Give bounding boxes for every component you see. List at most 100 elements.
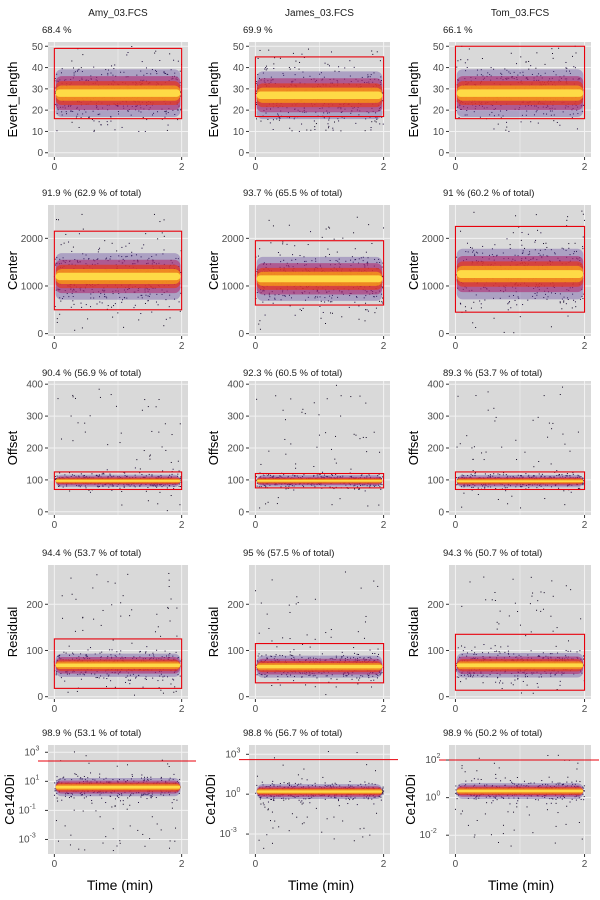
data-point (302, 408, 304, 410)
data-point (352, 261, 354, 263)
data-point (465, 70, 467, 72)
data-point (77, 422, 79, 424)
data-point (97, 486, 99, 488)
data-point (316, 474, 318, 476)
data-point (501, 73, 503, 75)
data-point (283, 259, 285, 261)
data-point (504, 487, 506, 489)
data-point (284, 295, 286, 297)
data-point (354, 484, 356, 486)
data-point (131, 251, 133, 253)
data-point (278, 119, 280, 121)
data-point (338, 258, 340, 260)
density-band (456, 474, 584, 488)
data-point (380, 79, 382, 81)
data-point (59, 654, 61, 656)
data-point (504, 485, 506, 487)
data-point (61, 438, 63, 440)
data-point (340, 395, 342, 397)
data-point (314, 126, 316, 128)
data-point (149, 454, 151, 456)
data-point (482, 75, 484, 77)
data-point (556, 121, 558, 123)
data-point (269, 122, 271, 124)
data-point (303, 256, 305, 258)
data-point (82, 253, 84, 255)
data-point (96, 259, 98, 261)
data-point (65, 652, 67, 654)
data-point (155, 254, 157, 256)
data-point (165, 299, 167, 301)
data-point (511, 495, 513, 497)
data-point (577, 431, 579, 433)
data-point (582, 248, 584, 250)
data-point (573, 66, 575, 68)
data-point (473, 446, 475, 448)
data-point (289, 127, 291, 129)
data-point (175, 651, 177, 653)
data-point (311, 484, 313, 486)
data-point (359, 438, 361, 440)
data-point (265, 486, 267, 488)
data-point (163, 71, 165, 73)
data-point (318, 474, 320, 476)
data-point (559, 124, 561, 126)
data-point (114, 655, 116, 657)
data-point (490, 486, 492, 488)
data-point (481, 452, 483, 454)
data-point (156, 486, 158, 488)
data-point (288, 66, 290, 68)
data-point (287, 475, 289, 477)
data-point (167, 74, 169, 76)
data-point (334, 121, 336, 123)
data-point (540, 75, 542, 77)
data-point (350, 475, 352, 477)
data-point (85, 304, 87, 306)
gate-percentage-label: 89.3 % (53.7 % of total) (443, 368, 542, 379)
data-point (381, 266, 383, 268)
data-point (177, 473, 179, 475)
y-tick-label: 30 (433, 84, 445, 95)
data-point (370, 74, 372, 76)
data-point (173, 488, 175, 490)
data-point (565, 249, 567, 251)
data-point (568, 243, 570, 245)
data-point (496, 254, 498, 256)
x-tick-label: 0 (253, 162, 259, 173)
data-point (162, 470, 164, 472)
data-point (68, 673, 70, 675)
data-point (319, 73, 321, 75)
data-point (464, 485, 466, 487)
data-point (339, 476, 341, 478)
y-tick-label: 0 (438, 507, 444, 518)
data-point (274, 297, 276, 299)
data-point (328, 117, 330, 119)
data-point (280, 261, 282, 263)
data-point (113, 475, 115, 477)
data-point (147, 487, 149, 489)
data-point (100, 656, 102, 658)
data-point (56, 671, 58, 673)
data-point (567, 299, 569, 301)
data-point (121, 256, 123, 258)
data-point (382, 92, 384, 94)
data-point (180, 95, 182, 97)
data-point (329, 260, 331, 262)
data-point (466, 435, 468, 437)
data-point (127, 679, 129, 681)
data-point (345, 484, 347, 486)
data-point (70, 110, 72, 112)
data-point (358, 258, 360, 260)
data-point (277, 497, 279, 499)
data-point (487, 475, 489, 477)
data-point (121, 504, 123, 506)
data-point (356, 296, 358, 298)
data-point (576, 128, 578, 130)
density-band (456, 248, 584, 300)
data-point (509, 485, 511, 487)
data-point (72, 652, 74, 654)
data-point (121, 490, 123, 492)
data-point (136, 459, 138, 461)
data-point (582, 213, 584, 215)
